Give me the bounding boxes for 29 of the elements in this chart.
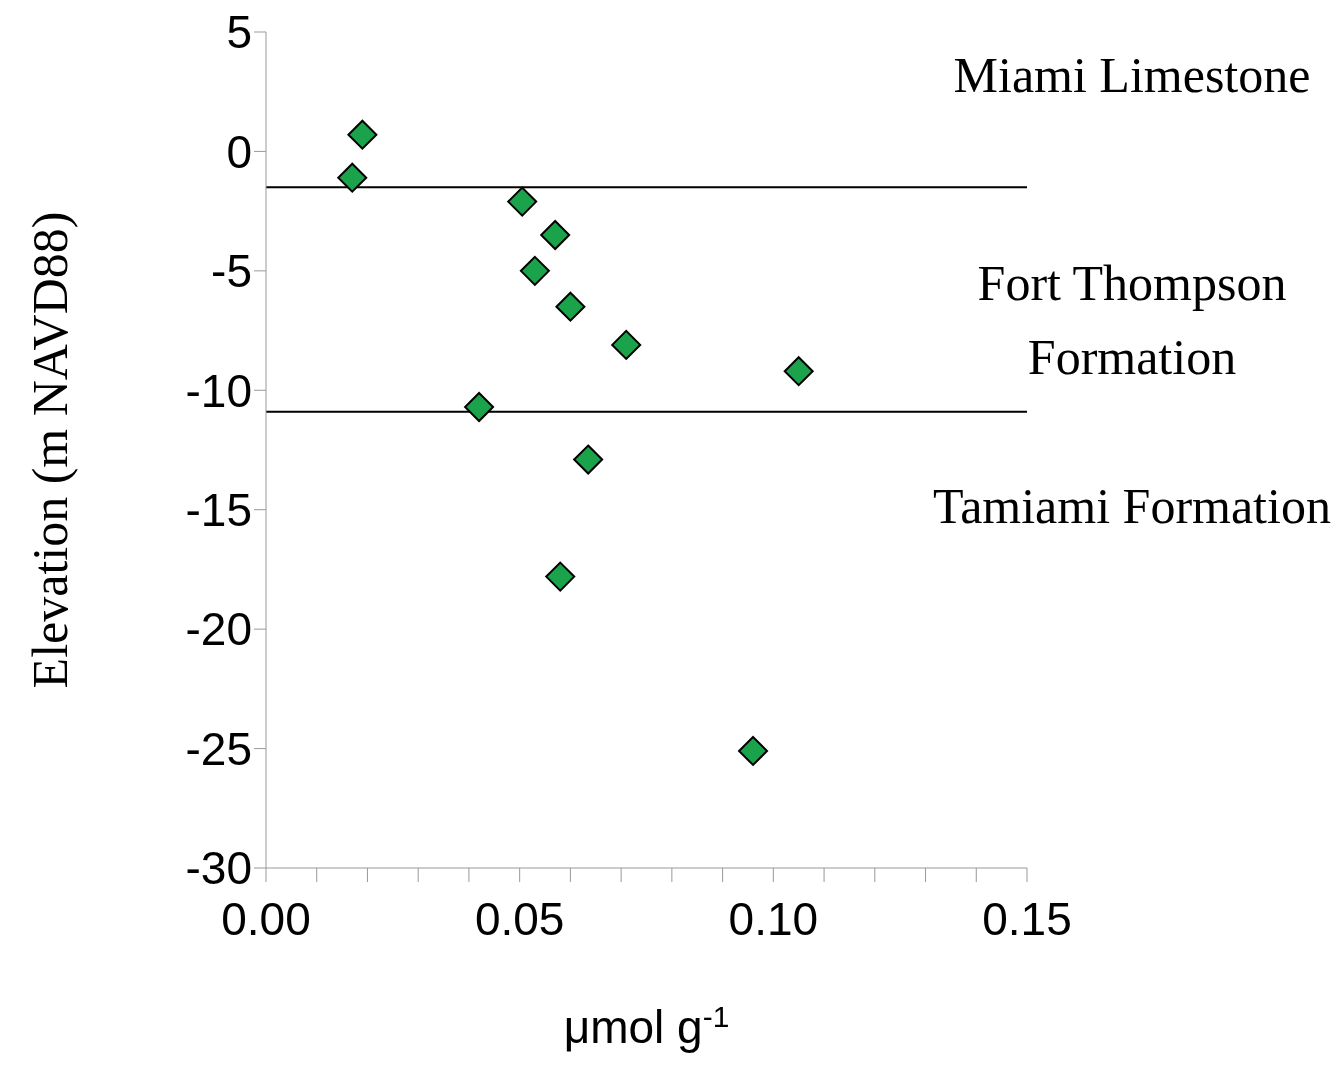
point — [464, 392, 495, 423]
point — [555, 291, 586, 322]
point — [519, 255, 550, 286]
point — [337, 162, 368, 193]
point — [738, 735, 769, 766]
x-tick-label: 0.00 — [221, 892, 311, 945]
annotation: Tamiami Formation — [932, 477, 1332, 536]
point — [545, 561, 576, 592]
x-tick-label: 0.05 — [474, 892, 565, 945]
point — [611, 329, 642, 360]
y-tick-label: -20 — [185, 603, 252, 656]
annotation: Miami Limestone — [952, 46, 1312, 105]
annotation: Fort Thompson Formation — [976, 254, 1288, 387]
y-tick-label: 5 — [226, 6, 252, 59]
y-tick-label: -10 — [185, 364, 252, 417]
y-axis-title: Elevation (m NAVD88) — [22, 211, 78, 689]
y-tick-label: -30 — [185, 842, 252, 895]
x-tick-label: 0.15 — [982, 892, 1072, 945]
point — [347, 119, 378, 150]
point — [783, 356, 814, 387]
y-tick-label: -5 — [211, 245, 252, 298]
y-tick-label: -25 — [185, 722, 252, 775]
point — [507, 186, 538, 217]
y-tick-label: 0 — [226, 125, 252, 178]
point — [540, 220, 571, 251]
y-tick-label: -15 — [185, 484, 252, 537]
x-axis-title: μmol g$^{-1}$ — [563, 999, 730, 1053]
x-tick-label: 0.10 — [728, 892, 819, 945]
point — [573, 444, 604, 475]
